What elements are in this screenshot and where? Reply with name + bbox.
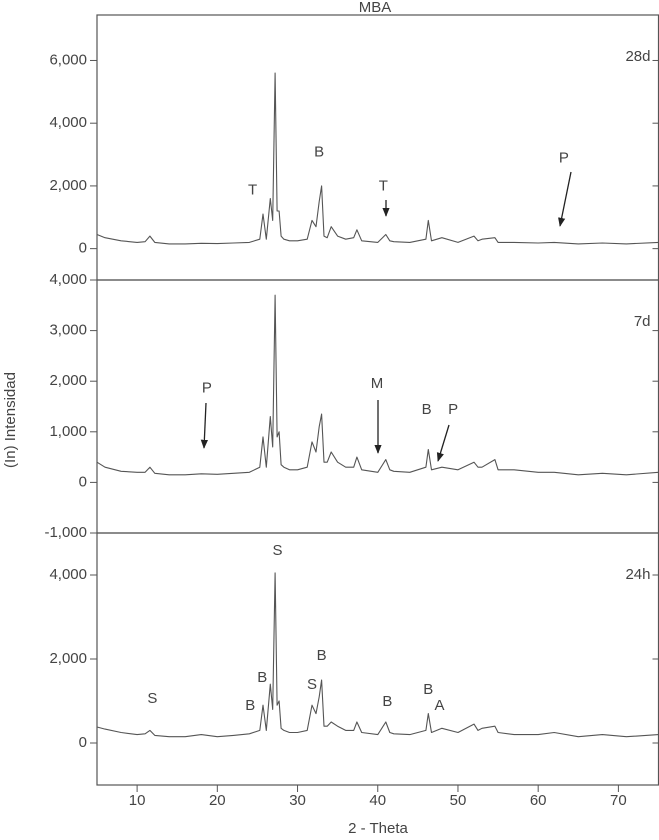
phase-label: S [307,676,317,693]
x-tick-label: 70 [610,792,627,809]
y-tick-label: 4,000 [49,271,87,288]
x-tick-label: 10 [129,792,146,809]
phase-label: B [257,669,267,686]
y-tick-label: 6,000 [49,51,87,68]
x-axis-label: 2 - Theta [348,820,408,837]
x-tick-label: 40 [369,792,386,809]
phase-label: S [272,542,282,559]
y-tick-label: 2,000 [49,177,87,194]
x-tick-label: 50 [450,792,467,809]
arrow [436,424,450,462]
phase-label: B [382,693,392,710]
xrd-line [96,72,659,245]
arrow [200,402,209,449]
panel-label: 24h [625,566,650,583]
panel-frame [96,14,659,281]
y-tick-label: 4,000 [49,114,87,131]
y-tick-label: 0 [79,473,87,490]
x-tick-label: 20 [209,792,226,809]
xrd-line [96,294,659,476]
phase-label: B [317,647,327,664]
y-axis-label: (In) Intensidad [2,372,19,468]
y-tick-label: -1,000 [44,524,87,541]
phase-label: B [314,143,324,160]
phase-label: P [559,149,569,166]
arrow [558,171,572,227]
x-tick-label: 30 [289,792,306,809]
phase-label: M [371,375,384,392]
phase-label: S [147,690,157,707]
phase-label: T [248,182,257,199]
panel-label: 7d [634,313,651,330]
y-tick-label: 2,000 [49,372,87,389]
phase-label: P [202,379,212,396]
panel-label: 28d [625,48,650,65]
y-tick-label: 3,000 [49,322,87,339]
chart-title: MBA [359,0,392,16]
y-tick-label: 0 [79,240,87,257]
y-tick-label: 1,000 [49,423,87,440]
phase-label: B [245,697,255,714]
y-tick-label: 2,000 [49,650,87,667]
panel-frame [96,532,659,786]
y-tick-label: 4,000 [49,566,87,583]
phase-label: P [448,401,458,418]
y-tick-label: 0 [79,734,87,751]
phase-label: B [422,401,432,418]
xrd-line [96,572,659,738]
phase-label: A [435,697,445,714]
phase-label: B [423,681,433,698]
phase-label: T [379,178,388,195]
x-tick-label: 60 [530,792,547,809]
arrows [200,171,572,462]
